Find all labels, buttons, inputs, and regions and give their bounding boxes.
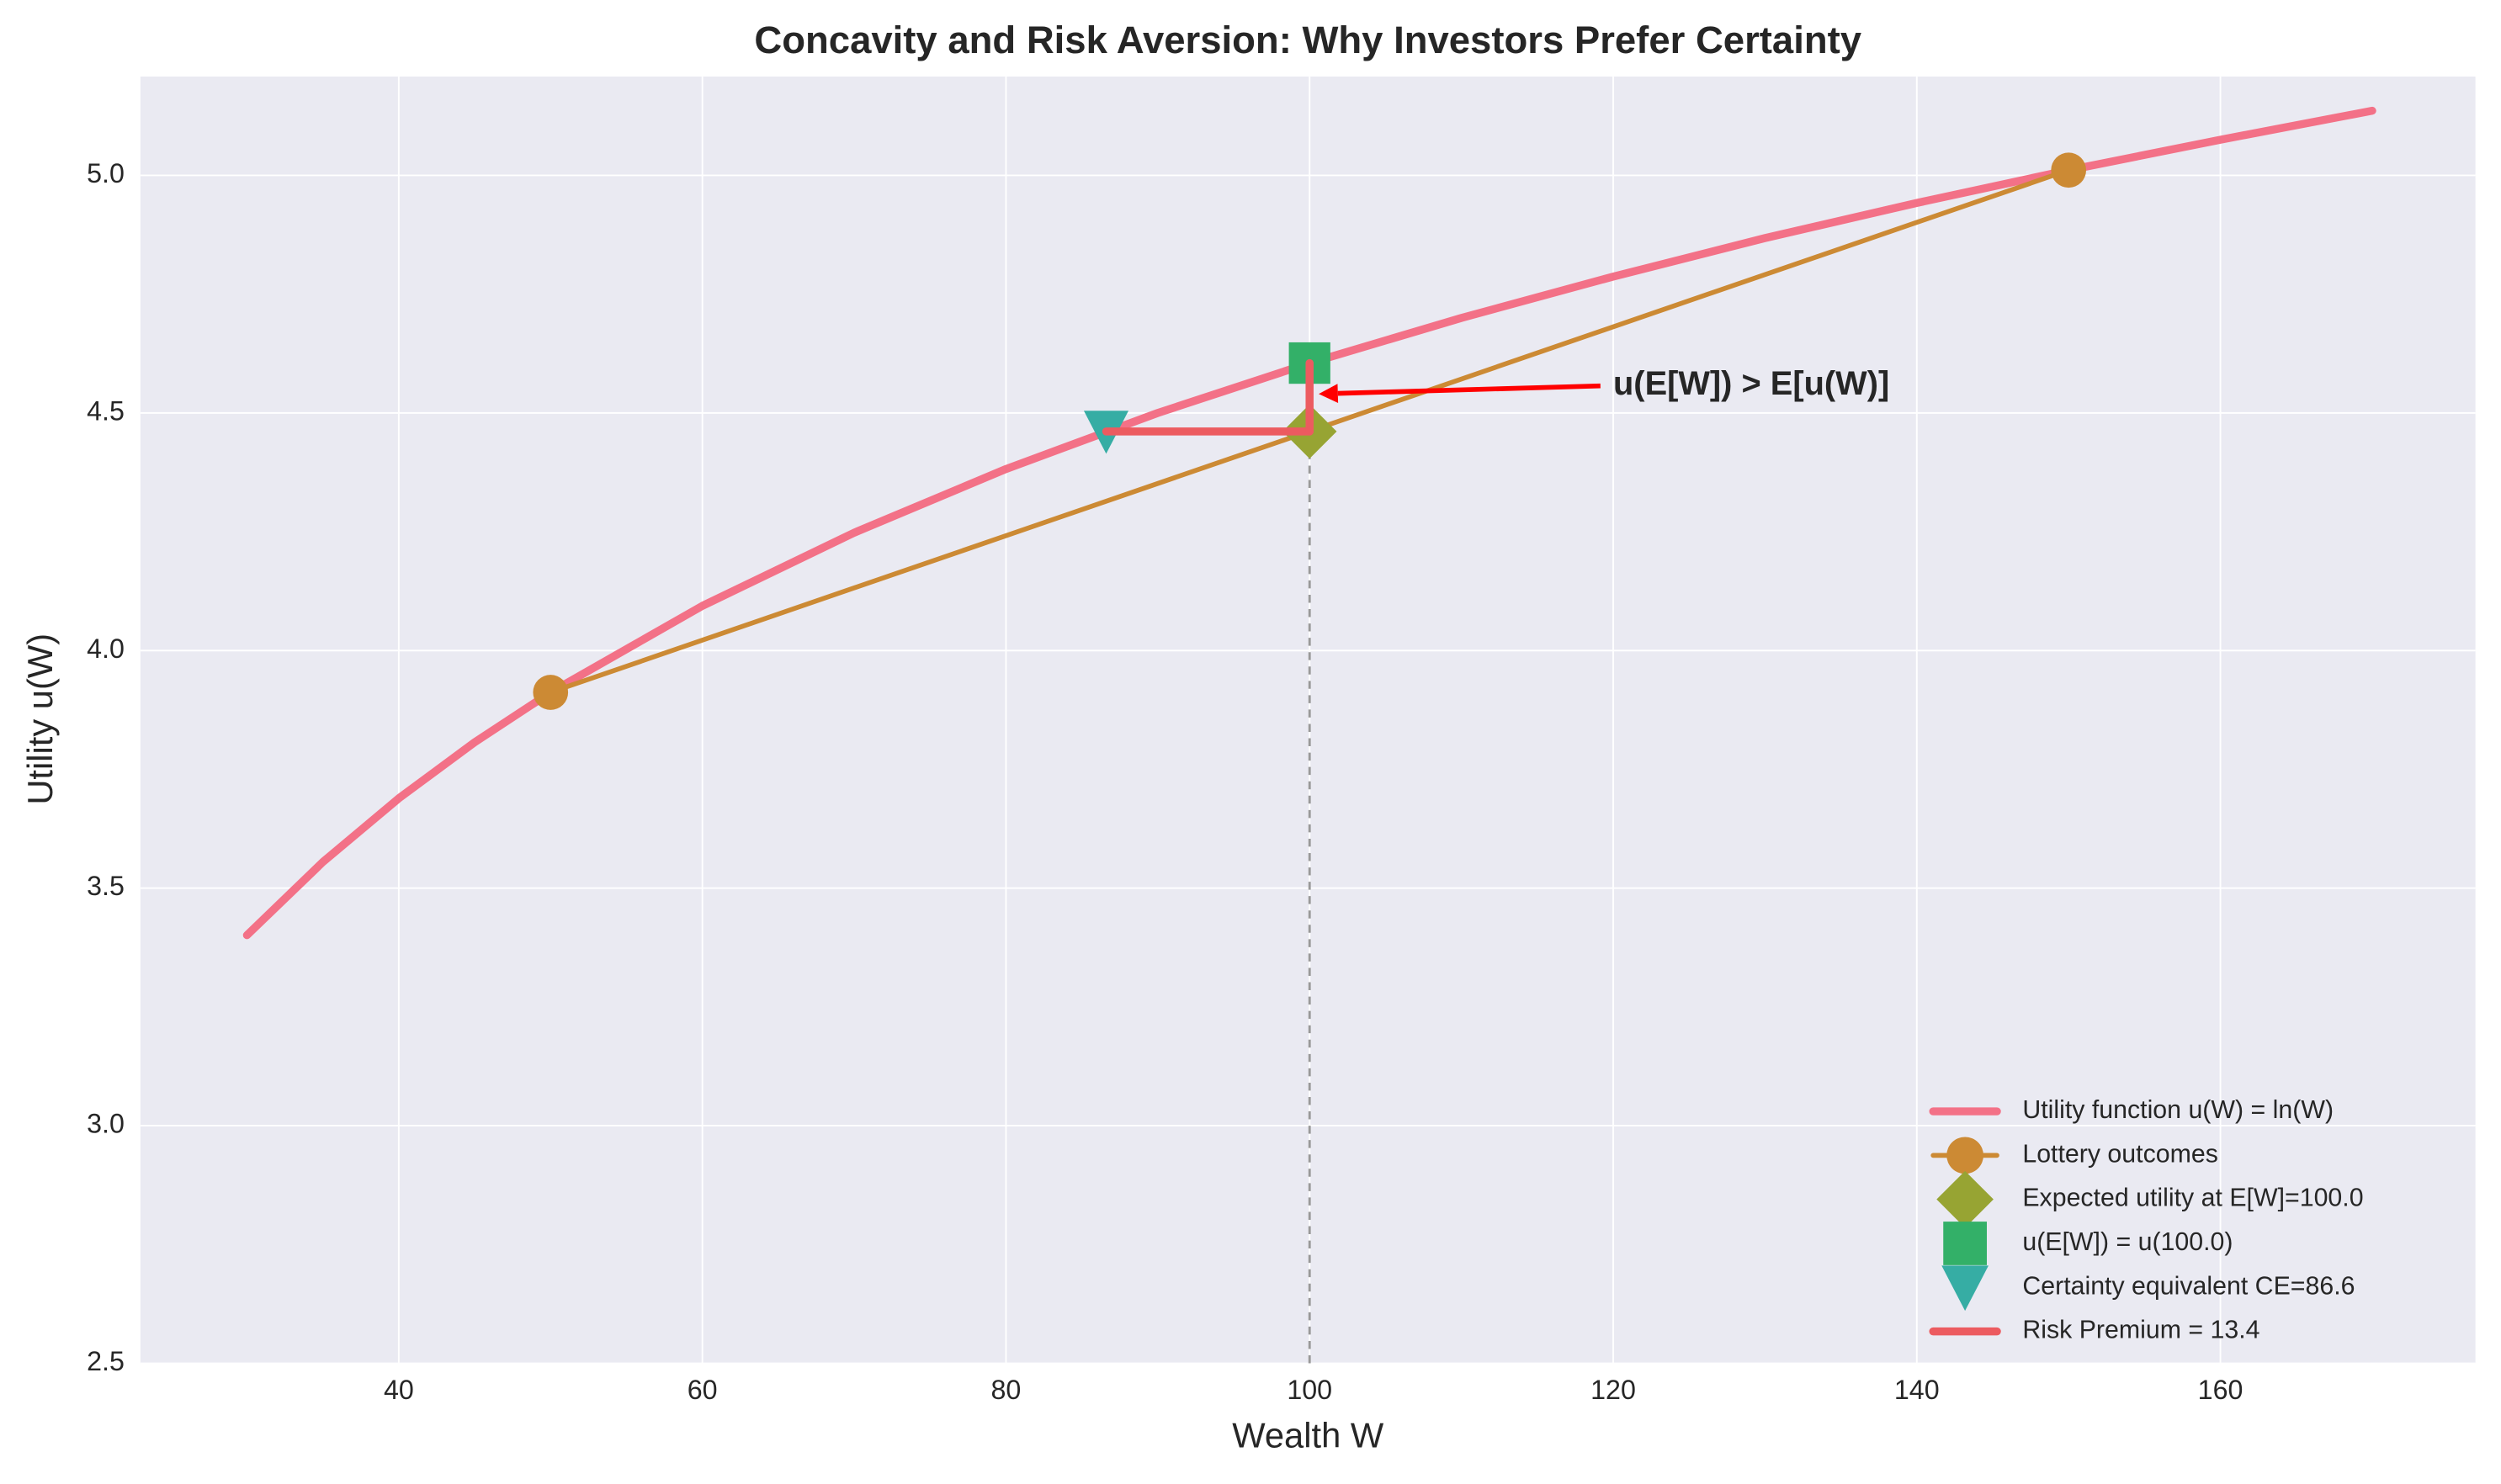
x-tick-label: 100: [1287, 1375, 1332, 1405]
y-tick-label: 3.5: [87, 871, 125, 901]
y-tick-label: 2.5: [87, 1346, 125, 1376]
annotation: u(E[W]) > E[u(W)]: [1613, 365, 1889, 402]
marker: [2051, 152, 2087, 188]
plot-area: [140, 76, 2476, 1364]
annotation-arrowhead: [1319, 384, 1339, 403]
y-tick-label: 4.0: [87, 633, 125, 664]
y-axis-label: Utility u(W): [20, 633, 60, 805]
y-tick-label: 3.0: [87, 1109, 125, 1139]
marker: [1936, 1170, 1994, 1228]
legend-label: Risk Premium = 13.4: [2022, 1317, 2259, 1344]
x-tick-label: 160: [2198, 1375, 2243, 1405]
chart-title: Concavity and Risk Aversion: Why Investo…: [754, 19, 1861, 61]
marker: [533, 675, 569, 710]
marker: [1943, 1222, 1987, 1265]
x-tick-label: 60: [688, 1375, 718, 1405]
legend-label: Expected utility at E[W]=100.0: [2022, 1185, 2363, 1212]
y-tick-label: 5.0: [87, 158, 125, 188]
legend-label: Lottery outcomes: [2022, 1140, 2218, 1168]
x-tick-label: 140: [1894, 1375, 1940, 1405]
x-tick-label: 80: [991, 1375, 1022, 1405]
x-axis-label: Wealth W: [1232, 1416, 1384, 1455]
legend-label: Certainty equivalent CE=86.6: [2022, 1272, 2355, 1300]
marker: [1941, 1265, 1989, 1312]
legend-label: u(E[W]) = u(100.0): [2022, 1228, 2233, 1256]
legend-label: Utility function u(W) = ln(W): [2022, 1096, 2334, 1124]
series-line: [242, 106, 2376, 940]
y-tick-label: 4.5: [87, 395, 125, 426]
x-tick-label: 120: [1590, 1375, 1636, 1405]
x-tick-label: 40: [384, 1375, 414, 1405]
annotation-arrow: [1337, 383, 1601, 396]
marker: [1946, 1137, 1984, 1174]
